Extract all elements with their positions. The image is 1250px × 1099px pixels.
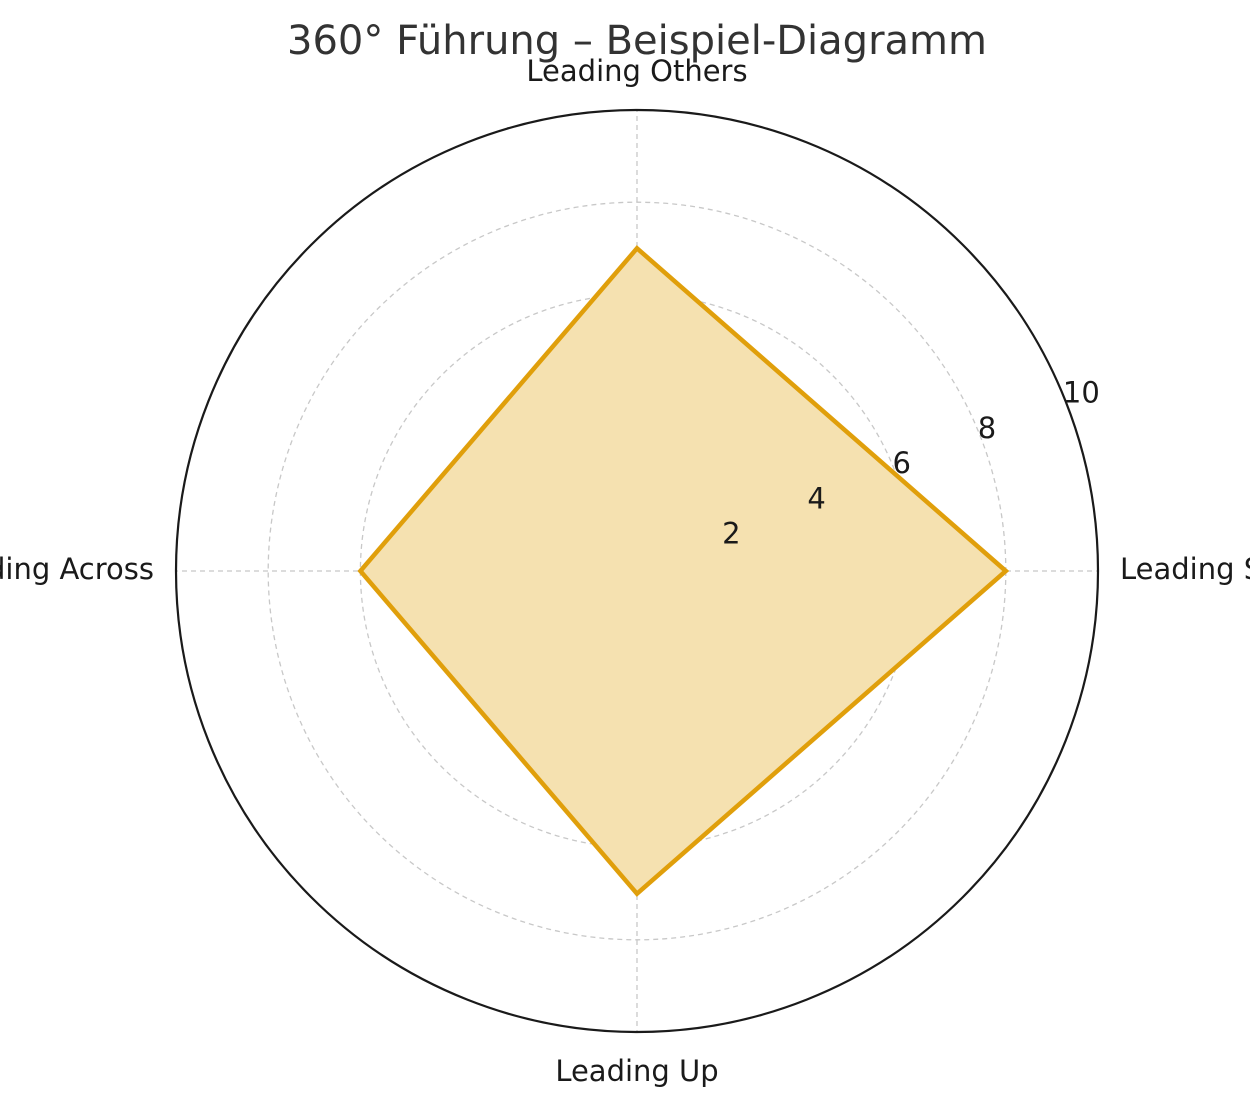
r-tick-label: 2 bbox=[722, 517, 740, 551]
series-layer bbox=[357, 245, 1010, 897]
series-line bbox=[357, 245, 1010, 897]
labels: 2 4 6 8 10 Leading Self Leading Others Leading … bbox=[0, 54, 1250, 1088]
category-label: Leading Self bbox=[1120, 552, 1250, 586]
r-tick-label: 10 bbox=[1063, 376, 1100, 410]
r-tick-label: 4 bbox=[807, 481, 825, 515]
category-label: Leading Up bbox=[555, 1054, 718, 1088]
outer-ring bbox=[174, 108, 1100, 1034]
r-tick-label: 6 bbox=[893, 446, 911, 480]
series-area bbox=[360, 248, 1006, 894]
r-tick-label: 8 bbox=[978, 411, 996, 445]
chart-title: 360° Führung – Beispiel-Diagramm bbox=[287, 18, 987, 64]
category-label: Leading Others bbox=[526, 54, 747, 88]
category-label: Leading Across bbox=[0, 552, 154, 586]
